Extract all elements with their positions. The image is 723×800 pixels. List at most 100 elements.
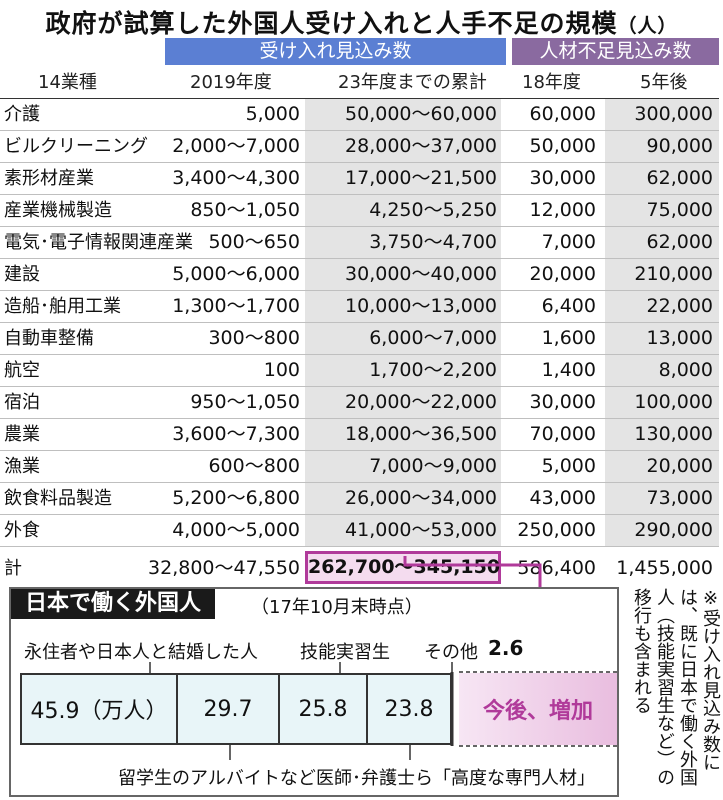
acceptance-group-header: 受け入れ見込み数 — [165, 38, 506, 65]
inset-subtitle: （17年10月末時点） — [251, 597, 423, 618]
table-row: 自動車整備 300〜800 6,000〜7,000 1,600 13,000 — [0, 323, 719, 355]
table-cell-fy18: 7,000 — [541, 231, 596, 253]
bar-students: 29.7 — [176, 673, 280, 745]
table-cell-y5: 210,000 — [605, 259, 719, 290]
table-cell-y5: 290,000 — [605, 515, 719, 546]
table-cell-sector: 航空 — [4, 360, 40, 381]
title-main: 政府が試算した外国人受け入れと人手不足の規模 — [45, 9, 618, 38]
label-students: 留学生のアルバイトなど — [118, 768, 316, 789]
total-cell-fy2019: 32,800〜47,550 — [148, 557, 300, 579]
table-row: 航空 100 1,700〜2,200 1,400 8,000 — [0, 355, 719, 387]
table-cell-cum23: 20,000〜22,000 — [305, 387, 501, 418]
value-other: 2.6 — [488, 636, 524, 660]
table-cell-cum23: 4,250〜5,250 — [305, 195, 501, 226]
table-cell-fy2019: 100 — [263, 359, 300, 381]
table-row: ビルクリーニング 2,000〜7,000 28,000〜37,000 50,000 90… — [0, 131, 719, 163]
table-cell-fy2019: 2,000〜7,000 — [172, 135, 300, 157]
bar-value: 29.7 — [203, 696, 253, 722]
future-increase-label: 今後、増加 — [482, 699, 593, 724]
label-other: その他 — [424, 642, 478, 663]
footnote-line-2: は、既に日本で働く外国 — [677, 588, 698, 786]
table-cell-fy2019: 500〜650 — [208, 231, 300, 253]
col-header-fy18: 18年度 — [522, 72, 581, 93]
table-cell-y5: 100,000 — [605, 387, 719, 418]
table-cell-sector: 外食 — [4, 520, 40, 541]
footnote-line-1: ※受け入れ見込み数に — [700, 588, 721, 771]
table-cell-fy18: 20,000 — [529, 263, 596, 285]
col-header-sector: 14業種 — [38, 72, 97, 93]
table-cell-fy18: 250,000 — [517, 519, 596, 541]
table-cell-y5: 13,000 — [605, 323, 719, 354]
total-row: 計 32,800〜47,550 262,700〜345,150 586,400 1,45… — [0, 551, 719, 585]
table-cell-sector: 農業 — [4, 424, 40, 445]
table-cell-y5: 8,000 — [605, 355, 719, 386]
label-permanent-residents: 永住者や日本人と結婚した人 — [24, 642, 258, 663]
table-cell-fy2019: 600〜800 — [208, 455, 300, 477]
bar-value: 23.8 — [384, 696, 434, 722]
table-cell-sector: 飲食料品製造 — [4, 488, 112, 509]
footnote-line-4: 移行も含まれる — [631, 588, 652, 714]
table-cell-fy2019: 950〜1,050 — [190, 391, 300, 413]
footnote-line-3: 人（技能実習生など）の — [654, 588, 675, 786]
table-cell-cum23: 10,000〜13,000 — [305, 291, 501, 322]
table-cell-fy18: 6,400 — [541, 295, 596, 317]
table-row: 農業 3,600〜7,300 18,000〜36,500 70,000 130,000 — [0, 419, 719, 451]
table-cell-fy18: 50,000 — [529, 135, 596, 157]
shortage-group-header: 人材不足見込み数 — [512, 38, 719, 65]
table-cell-y5: 62,000 — [605, 163, 719, 194]
table-cell-sector: 漁業 — [4, 456, 40, 477]
table-cell-fy18: 1,600 — [541, 327, 596, 349]
table-cell-cum23: 26,000〜34,000 — [305, 483, 501, 514]
table-cell-sector: 宿泊 — [4, 392, 40, 413]
table-cell-fy18: 30,000 — [529, 167, 596, 189]
col-header-5years: 5年後 — [640, 72, 688, 93]
table-cell-cum23: 30,000〜40,000 — [305, 259, 501, 290]
table-cell-fy18: 1,400 — [541, 359, 596, 381]
table-cell-sector: 自動車整備 — [4, 328, 94, 349]
table-row: 産業機械製造 850〜1,050 4,250〜5,250 12,000 75,000 — [0, 195, 719, 227]
table-cell-fy18: 5,000 — [541, 455, 596, 477]
table-row: 介護 5,000 50,000〜60,000 60,000 300,000 — [0, 99, 719, 131]
bar-professionals: 23.8 — [366, 673, 452, 745]
table-cell-cum23: 50,000〜60,000 — [305, 99, 501, 130]
table-cell-fy2019: 4,000〜5,000 — [172, 519, 300, 541]
table-cell-fy18: 43,000 — [529, 487, 596, 509]
table-cell-fy2019: 3,600〜7,300 — [172, 423, 300, 445]
table-cell-y5: 90,000 — [605, 131, 719, 162]
table-cell-cum23: 17,000〜21,500 — [305, 163, 501, 194]
table-cell-fy2019: 1,300〜1,700 — [172, 295, 300, 317]
table-cell-cum23: 6,000〜7,000 — [305, 323, 501, 354]
bar-value: 45.9（万人） — [30, 699, 168, 724]
header-divider — [0, 98, 719, 99]
table-cell-y5: 20,000 — [605, 451, 719, 482]
inset-title: 日本で働く外国人 — [11, 589, 216, 619]
table-row: 建設 5,000〜6,000 30,000〜40,000 20,000 210,000 — [0, 259, 719, 291]
table-cell-cum23: 18,000〜36,500 — [305, 419, 501, 450]
table-cell-y5: 73,000 — [605, 483, 719, 514]
label-technical-trainees: 技能実習生 — [300, 642, 390, 663]
footnote: ※受け入れ見込み数に は、既に日本で働く外国 人（技能実習生など）の 移行も含ま… — [628, 588, 721, 798]
table-row: 造船･舶用工業 1,300〜1,700 10,000〜13,000 6,400 22,0… — [0, 291, 719, 323]
table-cell-fy2019: 850〜1,050 — [190, 199, 300, 221]
table-cell-fy18: 12,000 — [529, 199, 596, 221]
col-header-fy2019: 2019年度 — [190, 72, 272, 93]
table-cell-sector: 産業機械製造 — [4, 200, 112, 221]
bar-permanent-residents: 45.9（万人） — [20, 673, 178, 745]
table-cell-sector: 建設 — [4, 264, 40, 285]
table-cell-sector: 電気･電子情報関連産業 — [4, 232, 193, 253]
total-cell-sector: 計 — [4, 558, 22, 579]
table-cell-cum23: 28,000〜37,000 — [305, 131, 501, 162]
table-cell-fy18: 30,000 — [529, 391, 596, 413]
table-cell-fy18: 60,000 — [529, 103, 596, 125]
table-cell-fy2019: 5,000〜6,000 — [172, 263, 300, 285]
table-cell-y5: 62,000 — [605, 227, 719, 258]
col-header-cumulative: 23年度までの累計 — [338, 72, 487, 93]
title-unit: （人） — [617, 15, 678, 37]
bar-value: 25.8 — [298, 696, 348, 722]
table-cell-y5: 130,000 — [605, 419, 719, 450]
table-row: 外食 4,000〜5,000 41,000〜53,000 250,000 290,000 — [0, 515, 719, 547]
total-cell-cum23: 262,700〜345,150 — [305, 551, 501, 584]
bar-technical-trainees: 25.8 — [278, 673, 368, 745]
table-cell-y5: 300,000 — [605, 99, 719, 130]
table-cell-fy2019: 5,000 — [245, 103, 300, 125]
